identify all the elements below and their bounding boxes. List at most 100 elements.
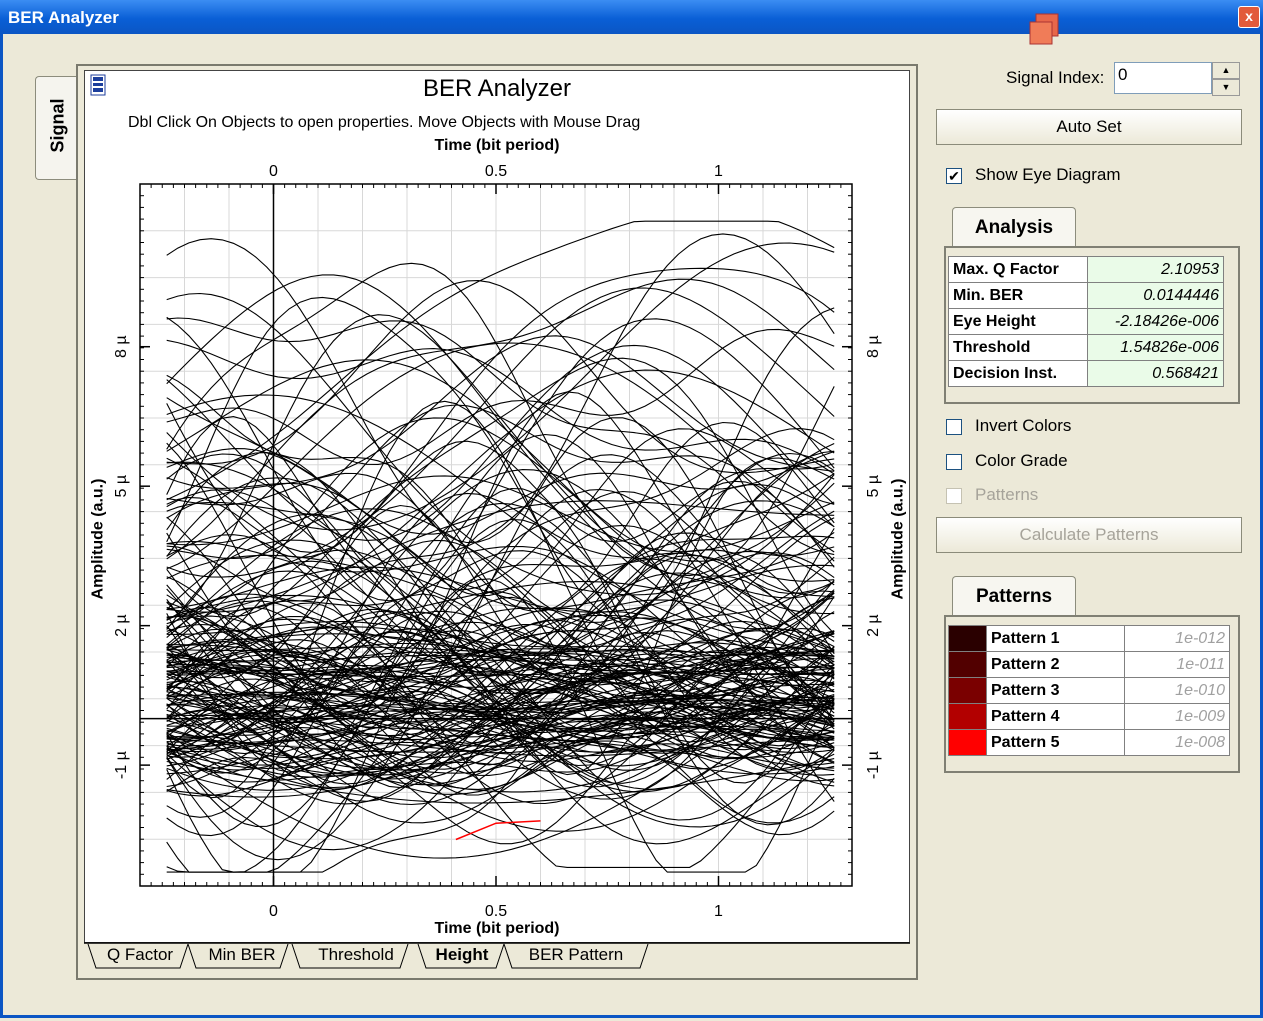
eye-trace — [166, 524, 835, 675]
eye-trace — [166, 488, 835, 861]
tab-signal[interactable]: Signal — [35, 76, 76, 180]
eye-trace — [166, 317, 835, 556]
color-grade-checkbox[interactable] — [946, 454, 962, 470]
eye-trace — [166, 473, 835, 797]
x-tick-label: 0.5 — [485, 903, 507, 920]
eye-trace — [166, 404, 835, 562]
plot-properties-icon[interactable] — [90, 74, 106, 96]
patterns-checkbox[interactable] — [946, 488, 962, 504]
tab-height[interactable]: Height — [435, 945, 489, 964]
eye-trace — [166, 287, 835, 578]
eye-trace — [166, 615, 835, 738]
eye-trace — [166, 552, 835, 695]
eye-trace — [166, 443, 835, 657]
eye-trace — [166, 629, 835, 818]
window-title: BER Analyzer — [8, 8, 119, 27]
eye-trace — [166, 517, 835, 665]
pattern-swatch[interactable] — [948, 677, 987, 704]
eye-trace — [166, 647, 835, 802]
eye-trace — [166, 602, 835, 766]
eye-trace — [166, 242, 835, 531]
pattern-name: Pattern 1 — [985, 625, 1126, 652]
eye-trace — [166, 296, 835, 620]
tab-ber-pattern[interactable]: BER Pattern — [528, 945, 624, 964]
eye-trace — [166, 673, 835, 780]
tab-patterns[interactable]: Patterns — [952, 576, 1076, 616]
close-button[interactable]: x — [1238, 6, 1260, 28]
analysis-key: Max. Q Factor — [948, 256, 1088, 283]
eye-trace — [166, 615, 835, 868]
pattern-value: 1e-010 — [1124, 677, 1230, 704]
eye-trace — [166, 648, 835, 791]
pattern-swatch[interactable] — [948, 625, 987, 652]
eye-trace — [166, 610, 835, 755]
tab-threshold[interactable]: Threshold — [318, 945, 394, 964]
pattern-swatch[interactable] — [948, 651, 987, 678]
eye-trace — [166, 621, 835, 696]
eye-trace — [166, 342, 835, 570]
decision-arc — [455, 820, 541, 841]
eye-trace — [166, 394, 835, 653]
eye-trace — [166, 374, 835, 647]
eye-trace — [166, 513, 835, 771]
signal-index-label: Signal Index: — [1006, 68, 1105, 87]
eye-trace — [166, 510, 835, 873]
pattern-value: 1e-009 — [1124, 703, 1230, 730]
eye-trace — [166, 344, 835, 541]
eye-trace — [166, 704, 835, 824]
x-tick-label: 0 — [269, 903, 278, 920]
eye-trace — [166, 469, 835, 763]
calculate-patterns-button[interactable]: Calculate Patterns — [936, 517, 1242, 553]
eye-trace — [166, 694, 835, 786]
eye-trace — [166, 428, 835, 597]
plot-title: BER Analyzer — [422, 75, 572, 102]
eye-trace — [166, 233, 835, 544]
eye-trace — [166, 518, 835, 827]
checkmark-icon: ✔ — [948, 168, 960, 184]
plot-tabs-outline — [84, 942, 910, 969]
eye-trace — [166, 450, 835, 708]
eye-trace — [166, 540, 835, 701]
analysis-value: 2.10953 — [1086, 256, 1225, 283]
eye-trace — [166, 670, 835, 859]
tab-q-factor[interactable]: Q Factor — [106, 945, 174, 964]
eye-trace — [166, 539, 835, 642]
eye-trace — [166, 417, 835, 729]
invert-colors-checkbox[interactable] — [946, 419, 962, 435]
tab-analysis[interactable]: Analysis — [952, 207, 1076, 247]
pattern-name: Pattern 5 — [985, 729, 1126, 756]
patterns-table: Pattern 1 1e-012 Pattern 2 1e-011 Pattern … — [948, 625, 1230, 756]
eye-trace — [166, 335, 835, 519]
restore-icon[interactable] — [1028, 10, 1064, 46]
eye-trace — [166, 651, 835, 675]
eye-trace — [166, 554, 835, 873]
eye-trace — [166, 564, 835, 613]
stepper-down-icon[interactable]: ▼ — [1212, 79, 1240, 96]
table-row: Decision Inst. 0.568421 — [948, 360, 1225, 387]
auto-set-button[interactable]: Auto Set — [936, 109, 1242, 145]
table-row: Max. Q Factor 2.10953 — [948, 256, 1225, 283]
eye-trace — [166, 712, 835, 776]
eye-trace — [166, 490, 835, 673]
plot-hint: Dbl Click On Objects to open properties.… — [128, 114, 641, 131]
x-axis-label-top: Time (bit period) — [434, 137, 560, 154]
table-row: Pattern 4 1e-009 — [948, 703, 1230, 730]
pattern-value: 1e-012 — [1124, 625, 1230, 652]
eye-trace — [166, 620, 835, 721]
eye-trace — [166, 677, 835, 790]
eye-trace — [166, 357, 835, 635]
eye-trace — [166, 590, 835, 805]
pattern-swatch[interactable] — [948, 703, 987, 730]
stepper-up-icon[interactable]: ▲ — [1212, 62, 1240, 79]
eye-trace — [166, 668, 835, 702]
pattern-swatch[interactable] — [948, 729, 987, 756]
x-tick-label: 0.5 — [485, 163, 507, 180]
show-eye-checkbox[interactable]: ✔ — [946, 168, 962, 184]
eye-trace — [166, 672, 835, 789]
tab-min-ber[interactable]: Min BER — [208, 945, 276, 964]
signal-index-input[interactable]: 0 — [1114, 62, 1212, 94]
signal-index-stepper[interactable]: ▲ ▼ — [1212, 62, 1240, 96]
eye-trace — [166, 701, 835, 742]
x-tick-label: 1 — [714, 163, 723, 180]
